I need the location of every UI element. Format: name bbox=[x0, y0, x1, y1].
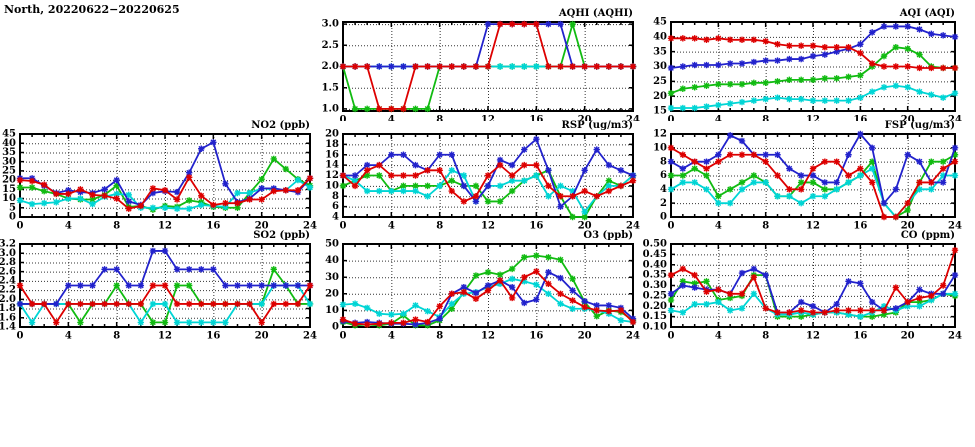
chart-aqhi-canvas bbox=[315, 0, 647, 121]
chart-so2-title: SO2 (ppb) bbox=[253, 230, 310, 241]
chart-aqi-title: AQI (AQI) bbox=[899, 8, 955, 19]
chart-rsp-title: RSP (ug/m3) bbox=[561, 120, 633, 131]
chart-rsp: RSP (ug/m3) bbox=[315, 120, 647, 232]
chart-aqhi-title: AQHI (AQHI) bbox=[558, 8, 633, 19]
chart-aqi-canvas bbox=[640, 0, 975, 121]
chart-rsp-canvas bbox=[315, 121, 647, 232]
chart-fsp-title: FSP (ug/m3) bbox=[884, 120, 955, 131]
chart-so2: SO2 (ppb) bbox=[0, 230, 330, 347]
chart-so2-canvas bbox=[0, 232, 330, 347]
chart-co-title: CO (ppm) bbox=[900, 230, 955, 241]
chart-no2-canvas bbox=[0, 121, 330, 232]
chart-o3-title: O3 (ppb) bbox=[583, 230, 633, 241]
chart-fsp: FSP (ug/m3) bbox=[640, 120, 975, 232]
chart-co-canvas bbox=[640, 232, 975, 347]
chart-aqi: AQI (AQI) bbox=[640, 0, 975, 121]
chart-no2-title: NO2 (ppb) bbox=[251, 120, 310, 131]
chart-aqhi: AQHI (AQHI) bbox=[315, 0, 647, 121]
chart-o3-canvas bbox=[315, 232, 647, 347]
chart-fsp-canvas bbox=[640, 121, 975, 232]
chart-o3: O3 (ppb) bbox=[315, 230, 647, 347]
page-title: North, 20220622−20220625 bbox=[4, 3, 180, 16]
chart-no2: NO2 (ppb) bbox=[0, 120, 330, 232]
chart-co: CO (ppm) bbox=[640, 230, 975, 347]
